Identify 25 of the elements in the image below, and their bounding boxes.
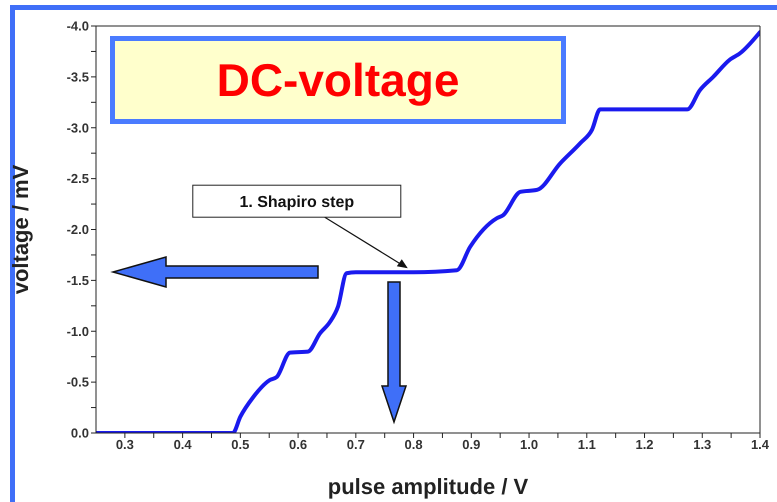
x-tick-label: 0.5	[231, 437, 250, 452]
y-tick-label: -1.5	[66, 272, 89, 288]
y-tick-label: 0.0	[70, 426, 89, 441]
y-tick-label: -0.5	[66, 374, 89, 390]
x-axis-title: pulse amplitude / V	[328, 474, 529, 499]
y-tick-label: -2.0	[66, 222, 89, 238]
x-tick-label: 0.8	[404, 437, 423, 452]
y-tick-label: -2.5	[66, 171, 89, 186]
y-tick-label: -3.0	[66, 120, 89, 136]
x-tick-label: 0.3	[116, 437, 134, 452]
annotation: 1. Shapiro step	[239, 194, 354, 212]
x-tick-label: 1.3	[693, 437, 712, 452]
x-tick-label: 1.0	[520, 437, 538, 452]
x-tick-label: 0.7	[346, 437, 365, 452]
x-tick-label: 0.6	[289, 437, 308, 452]
x-tick-label: 1.2	[635, 437, 654, 452]
x-tick-label: 1.4	[750, 437, 770, 452]
y-tick-label: -1.0	[66, 324, 89, 339]
x-tick-label: 0.4	[174, 437, 192, 452]
x-tick-label: 0.9	[462, 437, 480, 452]
y-tick-label: -4.0	[66, 18, 89, 34]
text: DC-voltage	[216, 53, 460, 107]
y-axis-title: voltage / mV	[8, 164, 33, 294]
x-tick-label: 1.1	[578, 437, 596, 452]
y-tick-label: -3.5	[66, 69, 89, 84]
